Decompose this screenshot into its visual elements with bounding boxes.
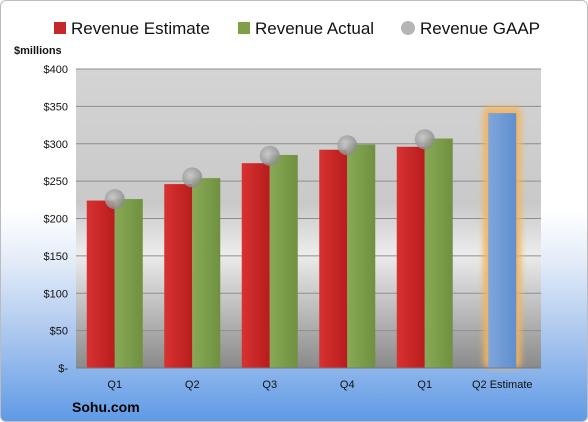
gaap-markers	[104, 129, 435, 210]
bar-revenue-actual	[424, 138, 453, 368]
x-tick-label: Q2	[185, 379, 200, 391]
bar-revenue-actual	[347, 144, 376, 368]
legend: Revenue Estimate Revenue Actual Revenue …	[54, 19, 540, 38]
x-tick-label: Q1	[417, 379, 432, 391]
legend-swatch-gaap	[401, 21, 415, 35]
x-tick-label: Q4	[340, 379, 355, 391]
y-tick-label: $250	[44, 176, 68, 188]
bar-revenue-estimate	[86, 200, 115, 368]
y-tick-label: $300	[44, 139, 68, 151]
brand-label: Sohu.com	[72, 399, 140, 415]
x-axis-labels: Q1 Q2 Q3 Q4 Q1 Q2 Estimate	[107, 379, 532, 391]
bar-revenue-estimate	[164, 184, 193, 368]
marker-revenue-gaap	[337, 135, 358, 156]
marker-revenue-gaap	[259, 145, 280, 166]
marker-revenue-gaap	[414, 129, 435, 150]
legend-swatch-actual	[238, 22, 250, 34]
bar-revenue-actual	[192, 178, 221, 368]
y-tick-label: $200	[44, 214, 68, 226]
bar-revenue-estimate	[241, 163, 270, 368]
bar-revenue-forecast	[488, 113, 517, 368]
y-axis-unit-label: $millions	[14, 45, 62, 57]
legend-label-gaap: Revenue GAAP	[420, 19, 540, 38]
y-tick-label: $-	[58, 363, 68, 375]
bar-revenue-actual	[269, 154, 298, 368]
y-tick-label: $100	[44, 288, 68, 300]
y-axis-ticks: $- $50 $100 $150 $200 $250 $300 $350 $400	[44, 64, 69, 375]
marker-revenue-gaap	[182, 167, 203, 188]
y-tick-label: $350	[44, 101, 68, 113]
legend-label-estimate: Revenue Estimate	[71, 19, 210, 38]
gridlines	[76, 68, 541, 332]
marker-revenue-gaap	[104, 189, 125, 210]
bar-revenue-estimate	[319, 149, 348, 368]
y-tick-label: $400	[44, 64, 68, 76]
legend-swatch-estimate	[54, 22, 66, 34]
bar-revenue-actual	[114, 199, 143, 368]
bars	[86, 107, 522, 368]
x-tick-label: Q3	[262, 379, 277, 391]
y-tick-label: $50	[50, 326, 68, 338]
y-tick-label: $150	[44, 251, 68, 263]
x-tick-label: Q1	[107, 379, 122, 391]
bar-revenue-estimate	[396, 146, 425, 368]
legend-label-actual: Revenue Actual	[255, 19, 374, 38]
x-tick-label: Q2 Estimate	[472, 379, 533, 391]
